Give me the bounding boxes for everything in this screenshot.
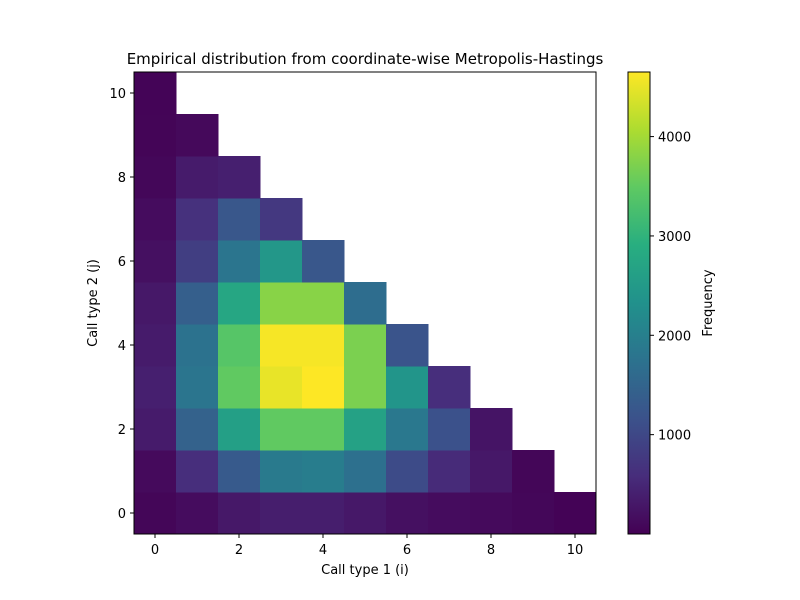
heatmap-cell-i0-j8 <box>134 156 177 199</box>
heatmap-cell-i0-j5 <box>134 282 177 325</box>
colorbar-tick-label: 1000 <box>658 429 691 444</box>
heatmap-cell-i1-j9 <box>176 114 219 157</box>
y-tick-label: 2 <box>118 423 126 438</box>
heatmap-cell-i2-j1 <box>218 450 261 493</box>
heatmap-cell-i4-j4 <box>302 324 345 367</box>
y-tick-label: 8 <box>118 171 126 186</box>
x-axis: 0 2 4 6 8 10 <box>151 534 583 558</box>
heatmap-cell-i9-j1 <box>512 450 555 493</box>
heatmap-cell-i3-j0 <box>260 492 303 535</box>
y-tick-label: 6 <box>118 255 126 270</box>
heatmap-cell-i4-j3 <box>302 366 345 409</box>
heatmap-cell-i10-j0 <box>554 492 597 535</box>
heatmap-cell-i0-j0 <box>134 492 177 535</box>
heatmap-cell-i3-j1 <box>260 450 303 493</box>
heatmap-cell-i1-j5 <box>176 282 219 325</box>
heatmap-cell-i6-j0 <box>386 492 429 535</box>
heatmap-cell-i2-j0 <box>218 492 261 535</box>
heatmap-cell-i0-j3 <box>134 366 177 409</box>
heatmap-cell-i0-j10 <box>134 72 177 115</box>
heatmap-cell-i0-j2 <box>134 408 177 451</box>
y-tick-label: 10 <box>109 87 126 102</box>
heatmap-cell-i7-j1 <box>428 450 471 493</box>
heatmap-cell-i6-j4 <box>386 324 429 367</box>
heatmap-cell-i9-j0 <box>512 492 555 535</box>
heatmap-cell-i2-j7 <box>218 198 261 241</box>
heatmap-cell-i5-j2 <box>344 408 387 451</box>
heatmap-cell-i4-j6 <box>302 240 345 283</box>
heatmap-cell-i1-j7 <box>176 198 219 241</box>
heatmap-cell-i3-j3 <box>260 366 303 409</box>
heatmap-cell-i3-j6 <box>260 240 303 283</box>
colorbar-label: Frequency <box>701 269 716 336</box>
heatmap-cell-i1-j6 <box>176 240 219 283</box>
y-axis: 0 2 4 6 8 10 <box>109 87 134 522</box>
heatmap-cell-i7-j0 <box>428 492 471 535</box>
heatmap-cell-i1-j3 <box>176 366 219 409</box>
heatmap-cell-i7-j3 <box>428 366 471 409</box>
x-tick-label: 8 <box>487 543 495 558</box>
heatmap-cell-i5-j5 <box>344 282 387 325</box>
heatmap-cell-i2-j2 <box>218 408 261 451</box>
heatmap-cell-i0-j1 <box>134 450 177 493</box>
heatmap-cell-i5-j4 <box>344 324 387 367</box>
heatmap-cell-i8-j2 <box>470 408 513 451</box>
heatmap-cell-i6-j1 <box>386 450 429 493</box>
heatmap-cell-i5-j3 <box>344 366 387 409</box>
heatmap-cell-i0-j7 <box>134 198 177 241</box>
heatmap-cell-i1-j2 <box>176 408 219 451</box>
heatmap-cell-i3-j2 <box>260 408 303 451</box>
x-tick-label: 4 <box>319 543 327 558</box>
colorbar-axis: 1000 2000 3000 4000 <box>650 131 691 444</box>
x-tick-label: 6 <box>403 543 411 558</box>
heatmap-cell-i5-j1 <box>344 450 387 493</box>
heatmap-cell-i2-j6 <box>218 240 261 283</box>
heatmap-cell-i8-j1 <box>470 450 513 493</box>
heatmap-cell-i1-j4 <box>176 324 219 367</box>
heatmap-cell-i0-j4 <box>134 324 177 367</box>
plot-frame <box>133 71 597 535</box>
heatmap-cell-i0-j6 <box>134 240 177 283</box>
heatmap-cell-i4-j0 <box>302 492 345 535</box>
y-tick-label: 4 <box>118 339 126 354</box>
y-axis-label: Call type 2 (j) <box>86 259 101 347</box>
heatmap-cell-i1-j1 <box>176 450 219 493</box>
x-tick-label: 0 <box>151 543 159 558</box>
heatmap-cell-i2-j3 <box>218 366 261 409</box>
heatmap-cell-i3-j4 <box>260 324 303 367</box>
heatmap-cell-i4-j5 <box>302 282 345 325</box>
x-tick-label: 2 <box>235 543 243 558</box>
heatmap-cell-i2-j8 <box>218 156 261 199</box>
heatmap-cell-i4-j2 <box>302 408 345 451</box>
heatmap-cell-i3-j7 <box>260 198 303 241</box>
heatmap-cell-i3-j5 <box>260 282 303 325</box>
colorbar <box>627 71 651 535</box>
colorbar-tick-label: 2000 <box>658 329 691 344</box>
heatmap-cell-i2-j5 <box>218 282 261 325</box>
heatmap-cell-i5-j0 <box>344 492 387 535</box>
chart-title: Empirical distribution from coordinate-w… <box>127 50 604 68</box>
heatmap-cell-i7-j2 <box>428 408 471 451</box>
colorbar-tick-label: 3000 <box>658 230 691 245</box>
x-tick-label: 10 <box>567 543 584 558</box>
heatmap-cell-i1-j8 <box>176 156 219 199</box>
heatmap-cell-i6-j2 <box>386 408 429 451</box>
x-axis-label: Call type 1 (i) <box>321 563 409 578</box>
y-tick-label: 0 <box>118 507 126 522</box>
heatmap-cell-i4-j1 <box>302 450 345 493</box>
heatmap-cells <box>134 72 597 535</box>
colorbar-tick-label: 4000 <box>658 131 691 146</box>
heatmap-cell-i2-j4 <box>218 324 261 367</box>
heatmap-cell-i6-j3 <box>386 366 429 409</box>
heatmap-cell-i8-j0 <box>470 492 513 535</box>
heatmap-cell-i1-j0 <box>176 492 219 535</box>
heatmap-cell-i0-j9 <box>134 114 177 157</box>
